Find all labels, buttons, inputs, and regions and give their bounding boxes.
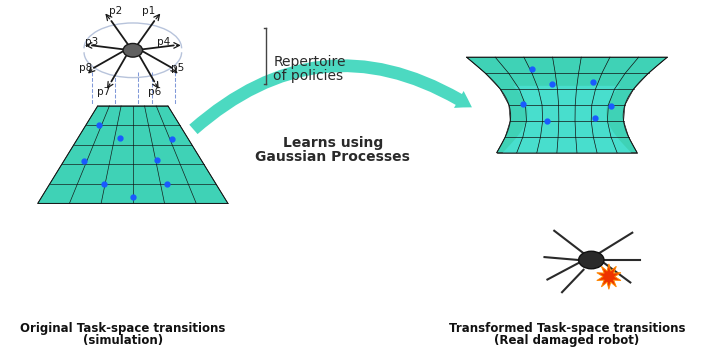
- Polygon shape: [596, 264, 621, 289]
- Text: of policies: of policies: [273, 69, 343, 83]
- Text: p8: p8: [80, 63, 93, 73]
- Polygon shape: [466, 57, 667, 153]
- Text: Transformed Task-space transitions: Transformed Task-space transitions: [449, 322, 685, 335]
- Text: (Real damaged robot): (Real damaged robot): [495, 333, 640, 346]
- Text: p4: p4: [158, 38, 171, 47]
- Text: p5: p5: [171, 63, 184, 73]
- FancyArrowPatch shape: [189, 59, 472, 134]
- Text: (simulation): (simulation): [83, 333, 163, 346]
- Ellipse shape: [578, 251, 604, 269]
- Text: p3: p3: [85, 38, 98, 47]
- Text: Original Task-space transitions: Original Task-space transitions: [20, 322, 226, 335]
- Text: p7: p7: [97, 87, 110, 97]
- Text: Repertoire: Repertoire: [273, 55, 346, 69]
- Text: p2: p2: [108, 6, 122, 16]
- Text: p6: p6: [147, 87, 161, 97]
- Text: Gaussian Processes: Gaussian Processes: [255, 150, 410, 164]
- Ellipse shape: [123, 43, 142, 57]
- Polygon shape: [38, 106, 228, 203]
- Polygon shape: [502, 86, 631, 153]
- Text: p1: p1: [142, 6, 155, 16]
- Text: Learns using: Learns using: [283, 136, 383, 150]
